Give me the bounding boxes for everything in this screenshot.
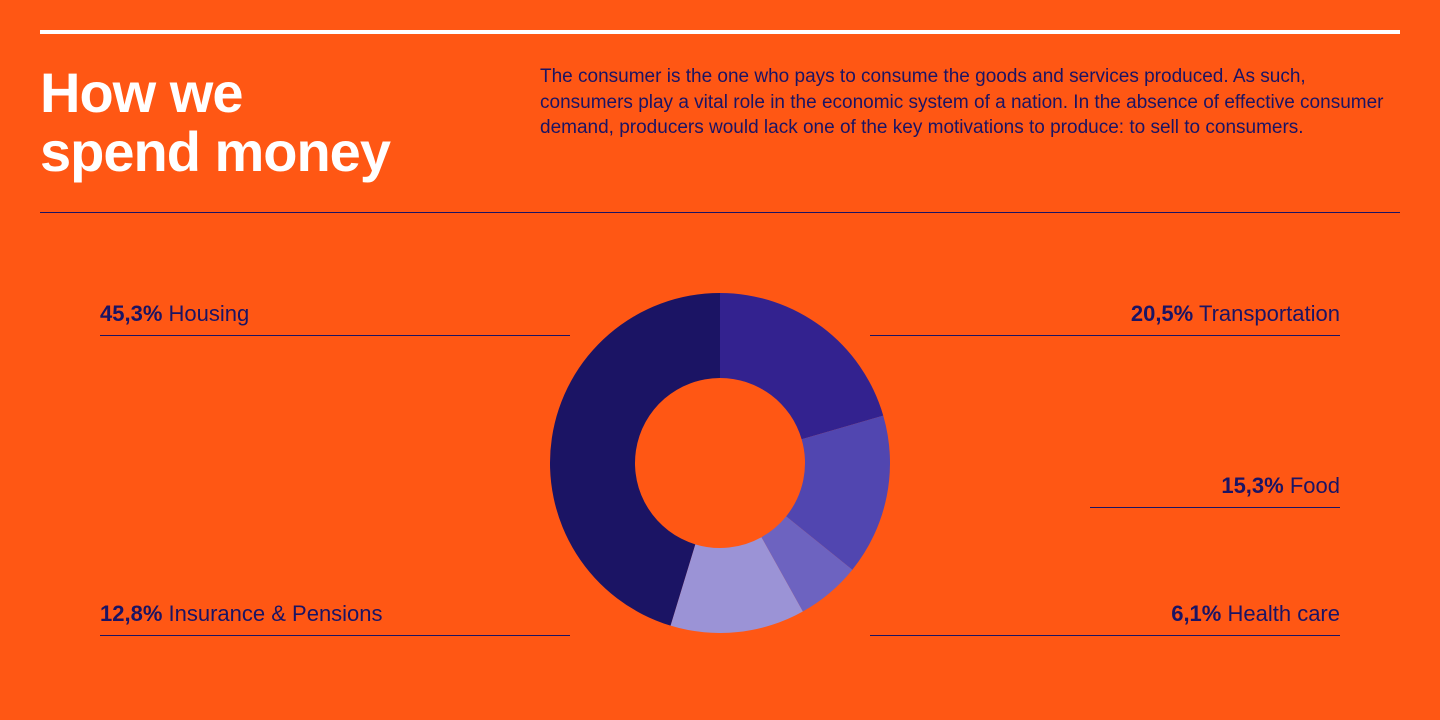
chart-area: 45,3% Housing 12,8% Insurance & Pensions… [40, 213, 1400, 713]
pct-healthcare: 6,1% [1171, 601, 1221, 626]
header: How wespend money The consumer is the on… [40, 64, 1400, 212]
label-healthcare: 6,1% Health care [870, 601, 1340, 636]
pct-transportation: 20,5% [1131, 301, 1193, 326]
label-insurance: 12,8% Insurance & Pensions [100, 601, 570, 636]
label-housing: 45,3% Housing [100, 301, 570, 336]
name-transportation: Transportation [1199, 301, 1340, 326]
pct-food: 15,3% [1221, 473, 1283, 498]
name-healthcare: Health care [1227, 601, 1340, 626]
donut-chart [550, 293, 890, 633]
slice-transportation [720, 293, 883, 439]
label-transportation: 20,5% Transportation [870, 301, 1340, 336]
name-housing: Housing [169, 301, 250, 326]
name-food: Food [1290, 473, 1340, 498]
intro-text: The consumer is the one who pays to cons… [540, 64, 1400, 182]
name-insurance: Insurance & Pensions [169, 601, 383, 626]
pct-housing: 45,3% [100, 301, 162, 326]
pct-insurance: 12,8% [100, 601, 162, 626]
top-divider [40, 30, 1400, 34]
page-title: How wespend money [40, 64, 480, 182]
label-food: 15,3% Food [1090, 473, 1340, 508]
